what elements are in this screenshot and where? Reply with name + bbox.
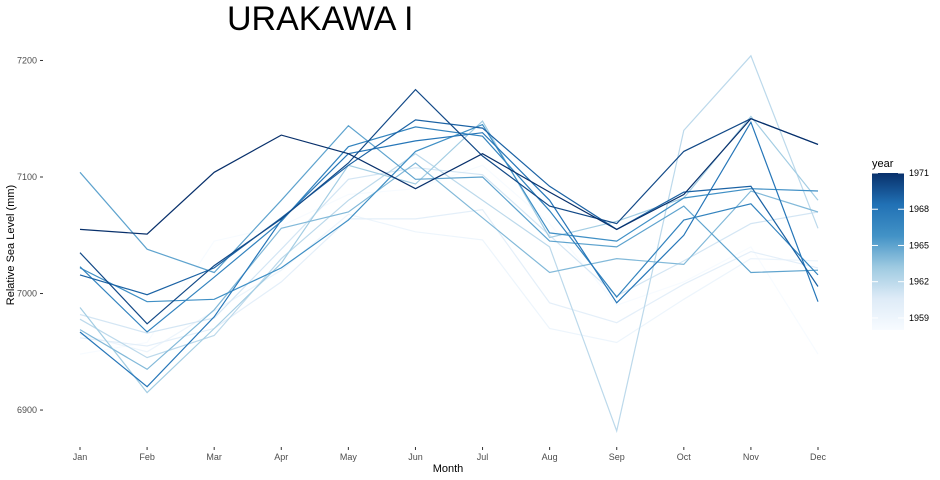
x-tick-label: Sep [609,452,625,462]
x-tick-label: Mar [206,452,222,462]
series-line-1963 [79,115,819,394]
x-tick-label: Aug [542,452,558,462]
legend-colorbar [872,173,904,330]
x-tick-label: Jan [73,452,88,462]
legend-tick-label: 1959 [909,313,929,323]
legend: year 1959 1962 1965 1968 1971 [872,158,929,330]
series-line-1961 [79,167,819,334]
legend-ticks: 1959 1962 1965 1968 1971 [872,168,929,323]
series-line-1959 [79,213,819,353]
y-tick-label: 7100 [17,172,37,182]
y-axis-title: Relative Sea Level (mm) [5,185,17,305]
legend-tick-label: 1962 [909,277,929,287]
x-tick-label: May [340,452,358,462]
x-axis: Jan Feb Mar Apr May Jun Jul Aug Sep Oct Nov Dec [73,447,827,462]
y-tick-label: 6900 [17,405,37,415]
x-tick-label: Jun [408,452,423,462]
series-line-1971 [79,117,819,235]
legend-tick-label: 1968 [909,204,929,214]
legend-title: year [872,158,894,170]
chart-title: URAKAWA I [227,0,413,38]
x-tick-label: Nov [743,452,760,462]
x-tick-label: Feb [139,452,155,462]
y-tick-label: 7000 [17,289,37,299]
y-tick-label: 7200 [17,55,37,65]
x-tick-label: Oct [677,452,692,462]
x-tick-label: Jul [477,452,489,462]
legend-tick-label: 1971 [909,168,929,178]
series-line-1960 [79,208,819,347]
legend-tick-label: 1965 [909,240,929,250]
series-line-1968 [79,120,819,388]
series-line-1962 [79,54,819,434]
series-line-1966 [79,123,819,303]
series-line-1969 [79,119,819,296]
x-tick-label: Dec [810,452,827,462]
x-axis-title: Month [433,463,464,475]
x-tick-label: Apr [274,452,288,462]
series-line-1970 [79,88,819,325]
series-line-1965 [79,124,819,274]
y-axis: 6900 7000 7100 7200 [17,55,43,415]
series-lines [79,54,819,434]
series-line-1964 [79,162,819,371]
